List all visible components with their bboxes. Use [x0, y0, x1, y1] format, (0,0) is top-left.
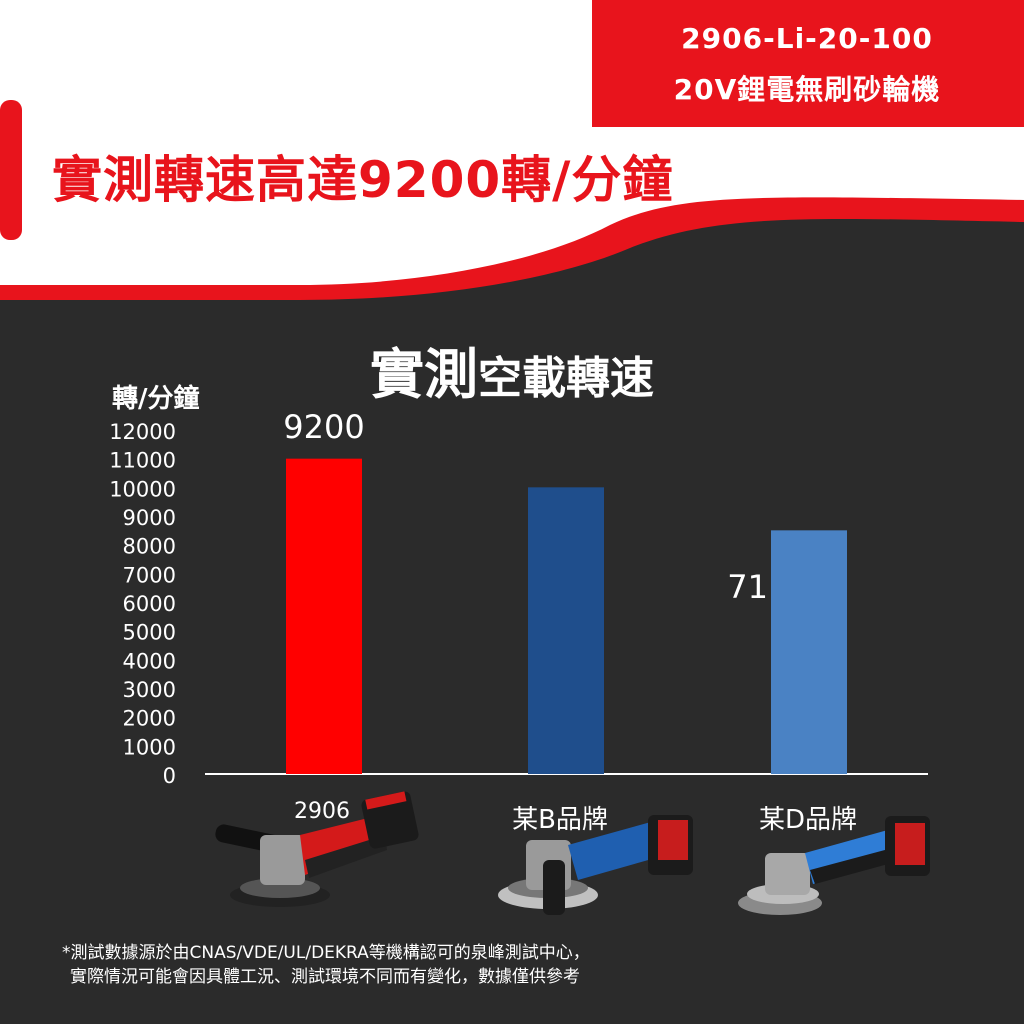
bar-3	[771, 530, 847, 774]
angle-grinder-lightblue-icon	[738, 816, 930, 915]
headline: 實測轉速高達9200轉/分鐘	[52, 151, 674, 209]
model-badge	[592, 0, 1024, 127]
category-label: 某B品牌	[512, 805, 608, 835]
category-label: 某D品牌	[759, 805, 857, 835]
y-axis-label: 轉/分鐘	[112, 384, 200, 414]
footnote-line1: *測試數據源於由CNAS/VDE/UL/DEKRA等機構認可的泉峰測試中心，	[62, 943, 590, 963]
y-tick-label: 2000	[123, 707, 176, 731]
y-tick-label: 5000	[123, 621, 176, 645]
y-tick-label: 12000	[109, 420, 176, 444]
y-tick-label: 0	[163, 764, 176, 788]
data-label: 9200	[283, 408, 364, 446]
category-label: 2906	[294, 799, 350, 824]
bar-1	[286, 458, 362, 774]
angle-grinder-red-icon	[215, 791, 419, 907]
y-tick-label: 8000	[123, 535, 176, 559]
data-label: 71	[727, 568, 768, 606]
chart-title: 實測空載轉速	[0, 330, 1024, 409]
left-red-tab	[0, 100, 22, 240]
y-tick-label: 1000	[123, 735, 176, 759]
chart-title-part1: 實測	[370, 343, 478, 406]
y-tick-label: 6000	[123, 592, 176, 616]
bar-2	[528, 487, 604, 774]
chart-title-part2: 空載轉速	[478, 353, 654, 404]
y-tick-label: 7000	[123, 563, 176, 587]
y-tick-label: 10000	[109, 477, 176, 501]
y-tick-label: 9000	[123, 506, 176, 530]
product-name: 20V鋰電無刷砂輪機	[673, 73, 941, 106]
angle-grinder-blue-icon	[498, 815, 693, 915]
y-tick-label: 4000	[123, 649, 176, 673]
y-tick-label: 11000	[109, 449, 176, 473]
footnote-line2: 實際情況可能會因具體工況、測試環境不同而有變化，數據僅供參考	[70, 967, 580, 987]
model-number: 2906-Li-20-100	[681, 22, 933, 55]
dark-swoosh	[0, 218, 1024, 300]
y-tick-label: 3000	[123, 678, 176, 702]
